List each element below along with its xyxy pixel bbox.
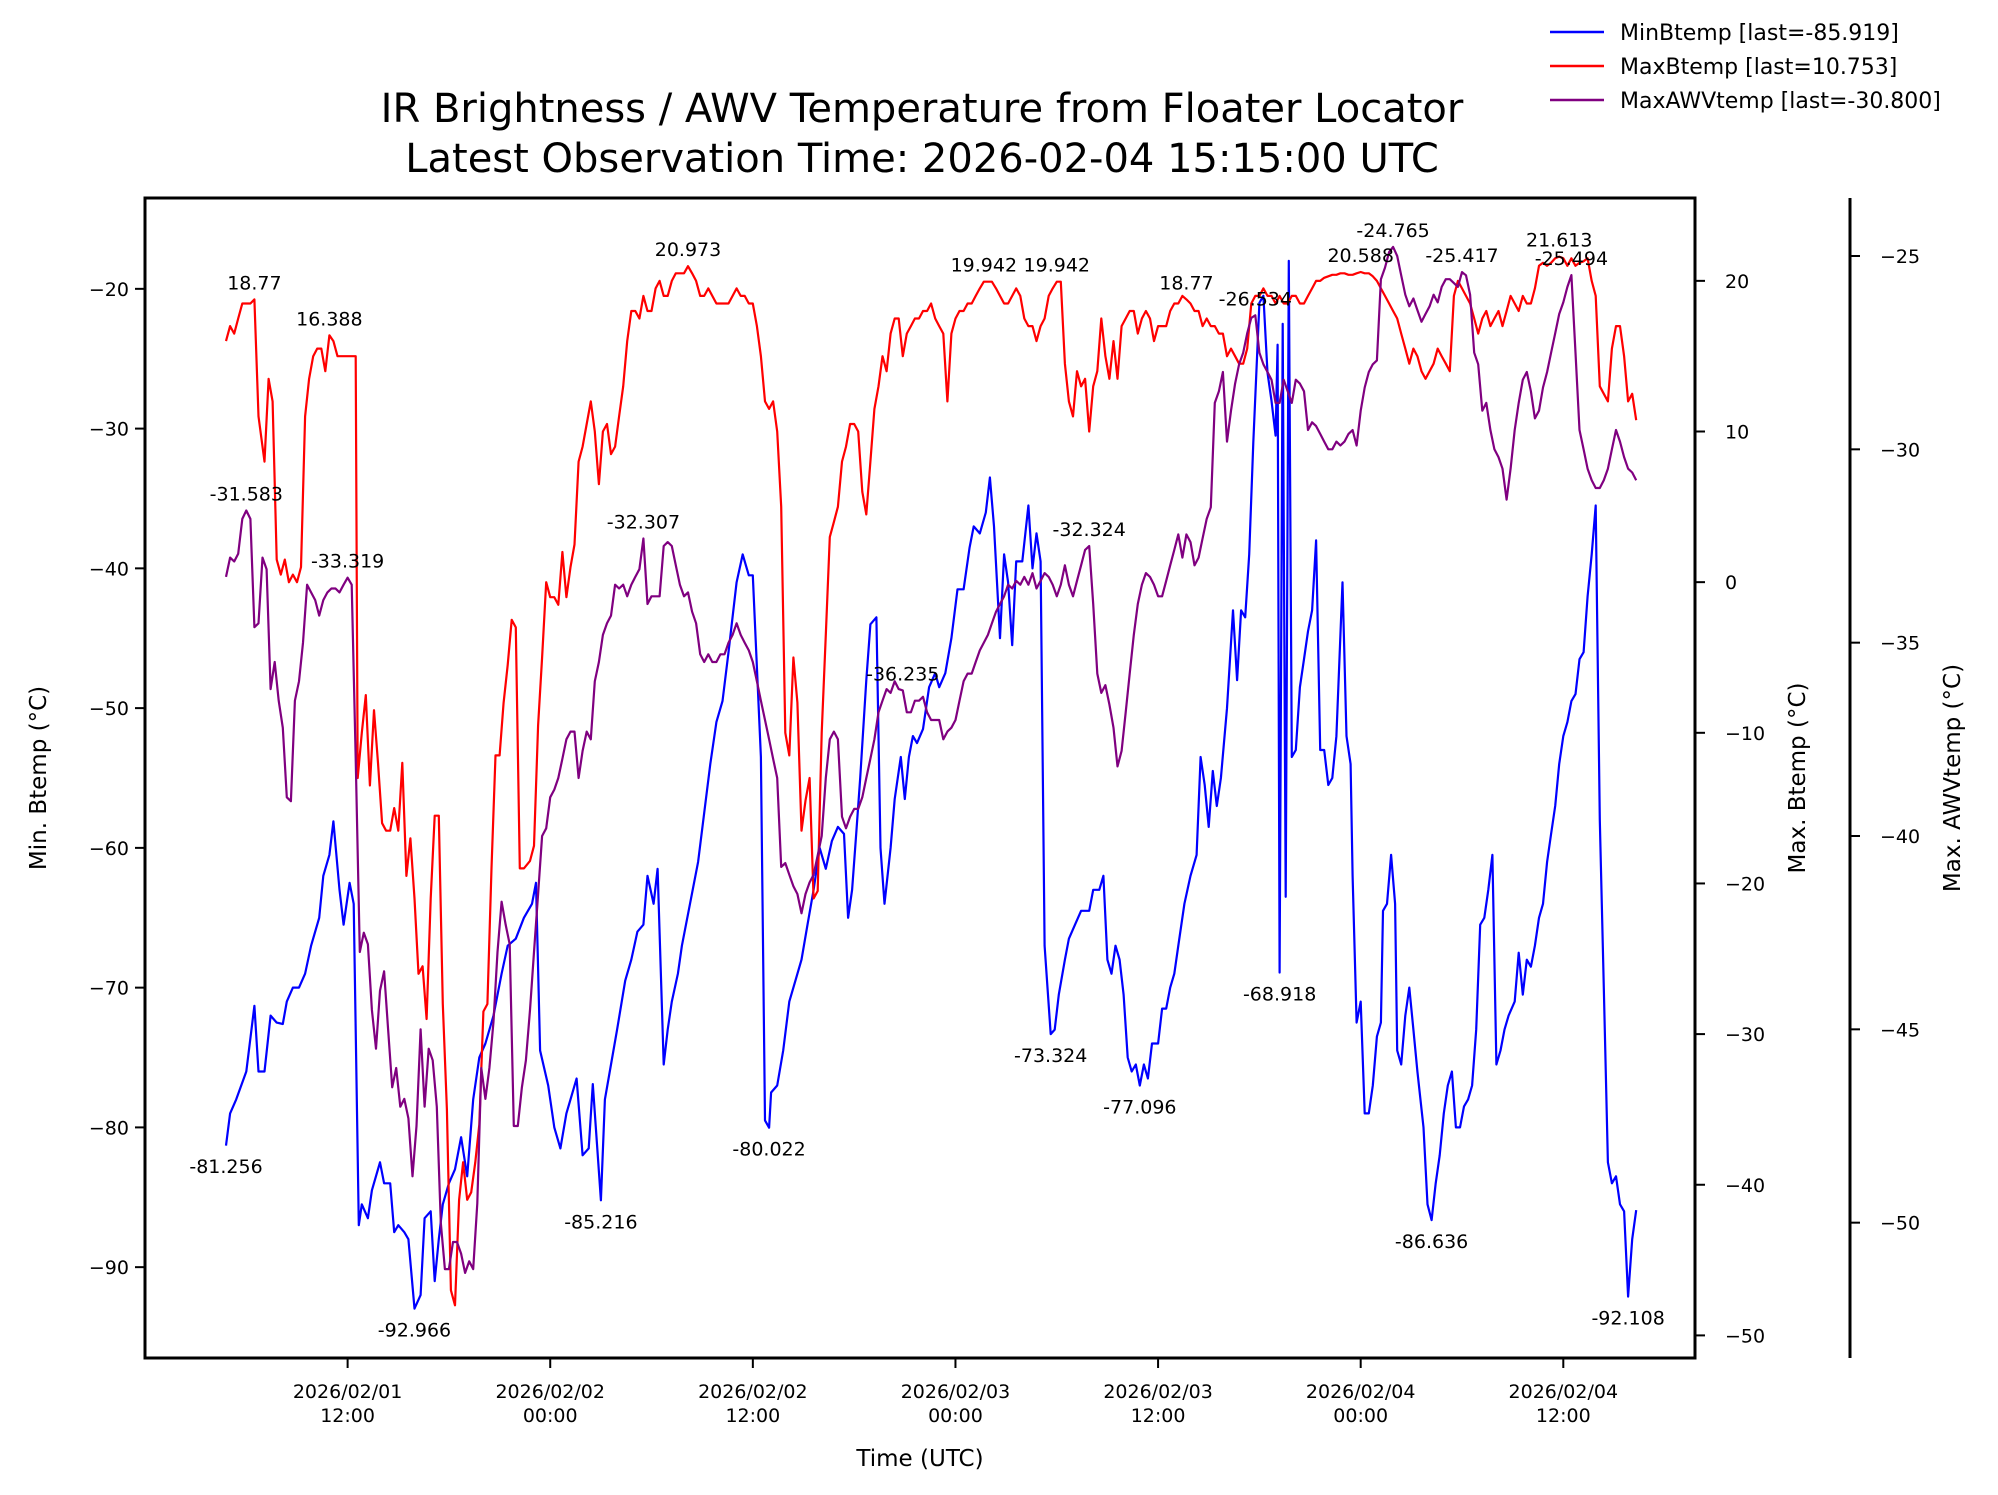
x-tick-label-time: 00:00	[928, 1405, 983, 1427]
left-tick-label: −30	[89, 419, 129, 441]
data-label: 16.388	[296, 308, 362, 330]
data-label: -36.235	[866, 663, 939, 685]
data-label: 20.588	[1327, 245, 1393, 267]
data-label: -68.918	[1243, 984, 1316, 1006]
far-right-axis-label: Max. AWVtemp (°C)	[1940, 664, 1966, 892]
right-tick-label: −50	[1725, 1325, 1765, 1347]
right-tick-label: 20	[1725, 271, 1749, 293]
left-tick-label: −60	[89, 838, 129, 860]
data-label: -24.765	[1356, 220, 1429, 242]
chart-title: IR Brightness / AWV Temperature from Flo…	[381, 86, 1464, 182]
x-tick-label-date: 2026/02/04	[1306, 1381, 1416, 1403]
data-label: -86.636	[1395, 1231, 1468, 1253]
series-layer	[224, 245, 1638, 1310]
legend-label: MaxBtemp [last=10.753]	[1620, 55, 1897, 80]
left-tick-label: −70	[89, 978, 129, 1000]
series-line-maxbtemp	[224, 255, 1638, 1307]
data-label: -33.319	[311, 551, 384, 573]
data-label: -77.096	[1103, 1096, 1176, 1118]
far-right-axis: −25 −30 −35 −40 −45 −50	[1850, 246, 1920, 1235]
left-axis-label: Min. Btemp (°C)	[26, 686, 52, 870]
x-tick-label-date: 2026/02/01	[293, 1381, 403, 1403]
right-tick-label: −40	[1725, 1175, 1765, 1197]
legend-label: MinBtemp [last=-85.919]	[1620, 21, 1899, 46]
legend-label: MaxAWVtemp [last=-30.800]	[1620, 89, 1941, 114]
far-right-tick-label: −40	[1880, 826, 1920, 848]
data-label: -92.108	[1591, 1308, 1664, 1330]
right-tick-label: 0	[1725, 572, 1737, 594]
data-label: 18.77	[227, 272, 281, 294]
data-label: -25.494	[1535, 248, 1608, 270]
x-tick-label-time: 00:00	[1333, 1405, 1388, 1427]
data-label: 19.942	[951, 255, 1017, 277]
x-tick-label-time: 12:00	[1536, 1405, 1591, 1427]
x-tick-label-date: 2026/02/04	[1509, 1381, 1619, 1403]
right-axis: 20 10 0 −10 −20 −30 −40 −50	[1695, 271, 1765, 1347]
data-label: -73.324	[1014, 1045, 1087, 1067]
data-label: -85.216	[564, 1211, 637, 1233]
left-tick-label: −50	[89, 698, 129, 720]
left-tick-label: −20	[89, 279, 129, 301]
plot-frame	[143, 196, 1697, 1360]
right-axis-label: Max. Btemp (°C)	[1785, 683, 1811, 874]
x-tick-label-date: 2026/02/02	[495, 1381, 605, 1403]
far-right-tick-label: −50	[1880, 1213, 1920, 1235]
data-label: -25.417	[1425, 245, 1498, 267]
x-tick-label-date: 2026/02/03	[901, 1381, 1011, 1403]
x-axis-label: Time (UTC)	[855, 1446, 983, 1472]
left-tick-label: −40	[89, 558, 129, 580]
data-label: 21.613	[1526, 230, 1592, 252]
right-tick-label: 10	[1725, 422, 1749, 444]
x-tick-label-date: 2026/02/03	[1103, 1381, 1213, 1403]
far-right-tick-label: −25	[1880, 246, 1920, 268]
data-label: -31.583	[210, 484, 283, 506]
x-tick-label-time: 12:00	[725, 1405, 780, 1427]
data-label: 18.77	[1159, 272, 1213, 294]
far-right-tick-label: −35	[1880, 633, 1920, 655]
x-tick-label-date: 2026/02/02	[698, 1381, 808, 1403]
right-tick-label: −10	[1725, 723, 1765, 745]
series-line-maxawvtemp	[224, 245, 1638, 1275]
data-label: -81.256	[189, 1156, 262, 1178]
data-label: -92.966	[378, 1320, 451, 1342]
annotation-layer: 18.77 16.388 20.973 19.942 19.942 18.77 20.588…	[189, 220, 1664, 1342]
data-label: -32.307	[607, 512, 680, 534]
data-label: 19.942	[1024, 255, 1090, 277]
legend: MinBtemp [last=-85.919] MaxBtemp [last=10…	[1550, 21, 1941, 114]
data-label: -26.534	[1219, 288, 1292, 310]
x-tick-label-time: 12:00	[1131, 1405, 1186, 1427]
chart-title-line-1: IR Brightness / AWV Temperature from Flo…	[381, 86, 1464, 132]
left-axis: −20 −30 −40 −50 −60 −70 −80 −90	[89, 279, 145, 1279]
data-label: -80.022	[732, 1139, 805, 1161]
data-label: 20.973	[655, 239, 721, 261]
data-label: -32.324	[1053, 519, 1126, 541]
right-tick-label: −20	[1725, 873, 1765, 895]
left-tick-label: −90	[89, 1257, 129, 1279]
x-axis: 2026/02/0112:002026/02/0200:002026/02/02…	[293, 1358, 1618, 1427]
x-tick-label-time: 12:00	[320, 1405, 375, 1427]
chart-title-line-2: Latest Observation Time: 2026-02-04 15:1…	[405, 136, 1439, 182]
left-tick-label: −80	[89, 1117, 129, 1139]
right-tick-label: −30	[1725, 1024, 1765, 1046]
far-right-tick-label: −30	[1880, 439, 1920, 461]
x-tick-label-time: 00:00	[523, 1405, 578, 1427]
far-right-tick-label: −45	[1880, 1019, 1920, 1041]
